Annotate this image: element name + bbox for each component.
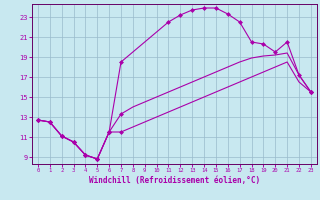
X-axis label: Windchill (Refroidissement éolien,°C): Windchill (Refroidissement éolien,°C) (89, 176, 260, 185)
